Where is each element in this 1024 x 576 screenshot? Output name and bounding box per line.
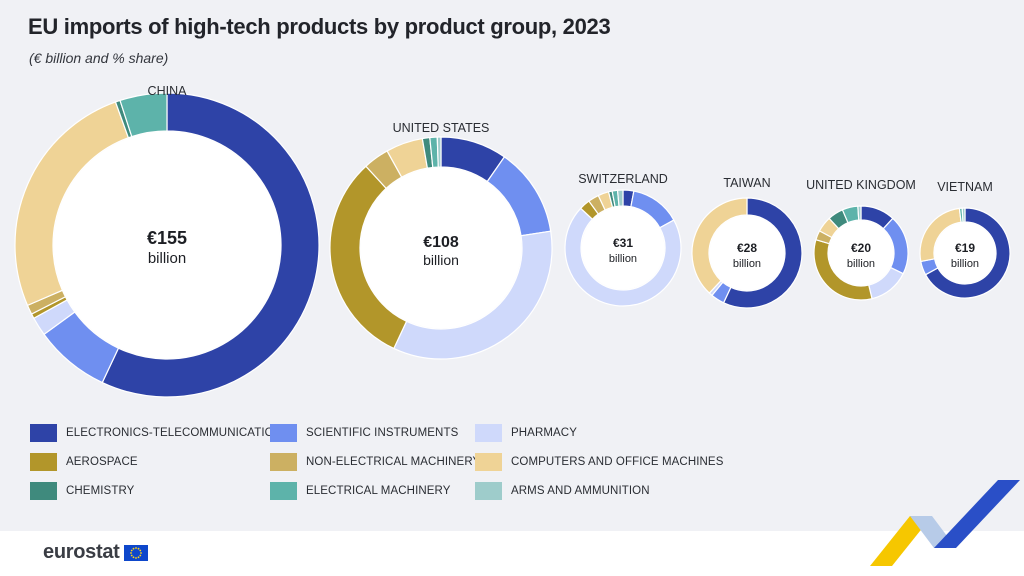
partner-label: UNITED KINGDOM: [806, 178, 916, 192]
footer-bar: [0, 531, 1024, 576]
donut-segment-united-states-8: [436, 136, 442, 168]
legend-label: NON-ELECTRICAL MACHINERY: [306, 456, 481, 468]
unit-label: billion: [148, 250, 186, 267]
legend-swatch: [30, 453, 57, 471]
decorative-swoosh: [870, 480, 1020, 566]
legend-label: ARMS AND AMMUNITION: [511, 485, 650, 497]
total-value-label: €19: [955, 241, 975, 255]
logo-text: eurostat: [43, 541, 120, 563]
donut-segment-united-kingdom-8: [857, 205, 862, 221]
legend-swatch: [270, 482, 297, 500]
legend-label: ELECTRONICS-TELECOMMUNICATIONS: [66, 427, 290, 439]
chart-subtitle: (€ billion and % share): [29, 50, 169, 66]
legend-swatch: [475, 424, 502, 442]
donut-hole: [934, 222, 996, 284]
unit-label: billion: [733, 258, 761, 270]
donut-hole: [360, 167, 522, 329]
legend-label: SCIENTIFIC INSTRUMENTS: [306, 427, 459, 439]
unit-label: billion: [951, 258, 979, 270]
partner-label: UNITED STATES: [393, 121, 490, 135]
legend-label: COMPUTERS AND OFFICE MACHINES: [511, 456, 724, 468]
donut-segment-vietnam-0: [924, 207, 1011, 299]
legend-swatch: [30, 424, 57, 442]
legend-item: COMPUTERS AND OFFICE MACHINES: [475, 453, 723, 471]
legend-label: CHEMISTRY: [66, 485, 135, 497]
donut-segment-vietnam-8: [961, 207, 966, 223]
donut-segment-taiwan-0: [722, 197, 803, 309]
donut-segment-china-7: [119, 92, 168, 138]
eu-flag-icon: [123, 544, 148, 561]
donut-hole: [581, 206, 665, 290]
legend-item: ELECTRICAL MACHINERY: [270, 482, 451, 500]
donut-hole: [709, 215, 785, 291]
donut-hole: [828, 220, 894, 286]
donut-segment-switzerland-2: [564, 207, 682, 307]
donut-segment-taiwan-5: [691, 197, 748, 294]
legend-label: ELECTRICAL MACHINERY: [306, 485, 451, 497]
legend-item: SCIENTIFIC INSTRUMENTS: [270, 424, 458, 442]
legend-item: PHARMACY: [475, 424, 577, 442]
legend-swatch: [30, 482, 57, 500]
donut-segment-china-0: [101, 92, 320, 398]
total-value-label: €155: [147, 228, 187, 248]
total-value-label: €20: [851, 241, 871, 255]
legend-swatch: [270, 424, 297, 442]
partner-label: SWITZERLAND: [578, 172, 668, 186]
unit-label: billion: [847, 258, 875, 270]
legend-item: CHEMISTRY: [30, 482, 134, 500]
legend-item: AEROSPACE: [30, 453, 138, 471]
legend-label: AEROSPACE: [66, 456, 138, 468]
legend-swatch: [270, 453, 297, 471]
total-value-label: €108: [423, 234, 459, 251]
legend-swatch: [475, 482, 502, 500]
donut-segment-switzerland-8: [616, 189, 624, 207]
chart-title: EU imports of high-tech products by prod…: [28, 14, 611, 39]
legend-item: ARMS AND AMMUNITION: [475, 482, 650, 500]
legend-label: PHARMACY: [511, 427, 577, 439]
partner-label: TAIWAN: [723, 176, 770, 190]
legend-item: ELECTRONICS-TELECOMMUNICATIONS: [30, 424, 290, 442]
total-value-label: €31: [613, 236, 633, 250]
unit-label: billion: [609, 253, 637, 265]
legend-swatch: [475, 453, 502, 471]
unit-label: billion: [423, 252, 459, 268]
partner-label: CHINA: [148, 84, 188, 98]
legend-item: NON-ELECTRICAL MACHINERY: [270, 453, 480, 471]
eurostat-logo: eurostat: [43, 541, 148, 564]
total-value-label: €28: [737, 241, 757, 255]
donut-hole: [53, 131, 281, 359]
partner-label: VIETNAM: [937, 180, 993, 194]
